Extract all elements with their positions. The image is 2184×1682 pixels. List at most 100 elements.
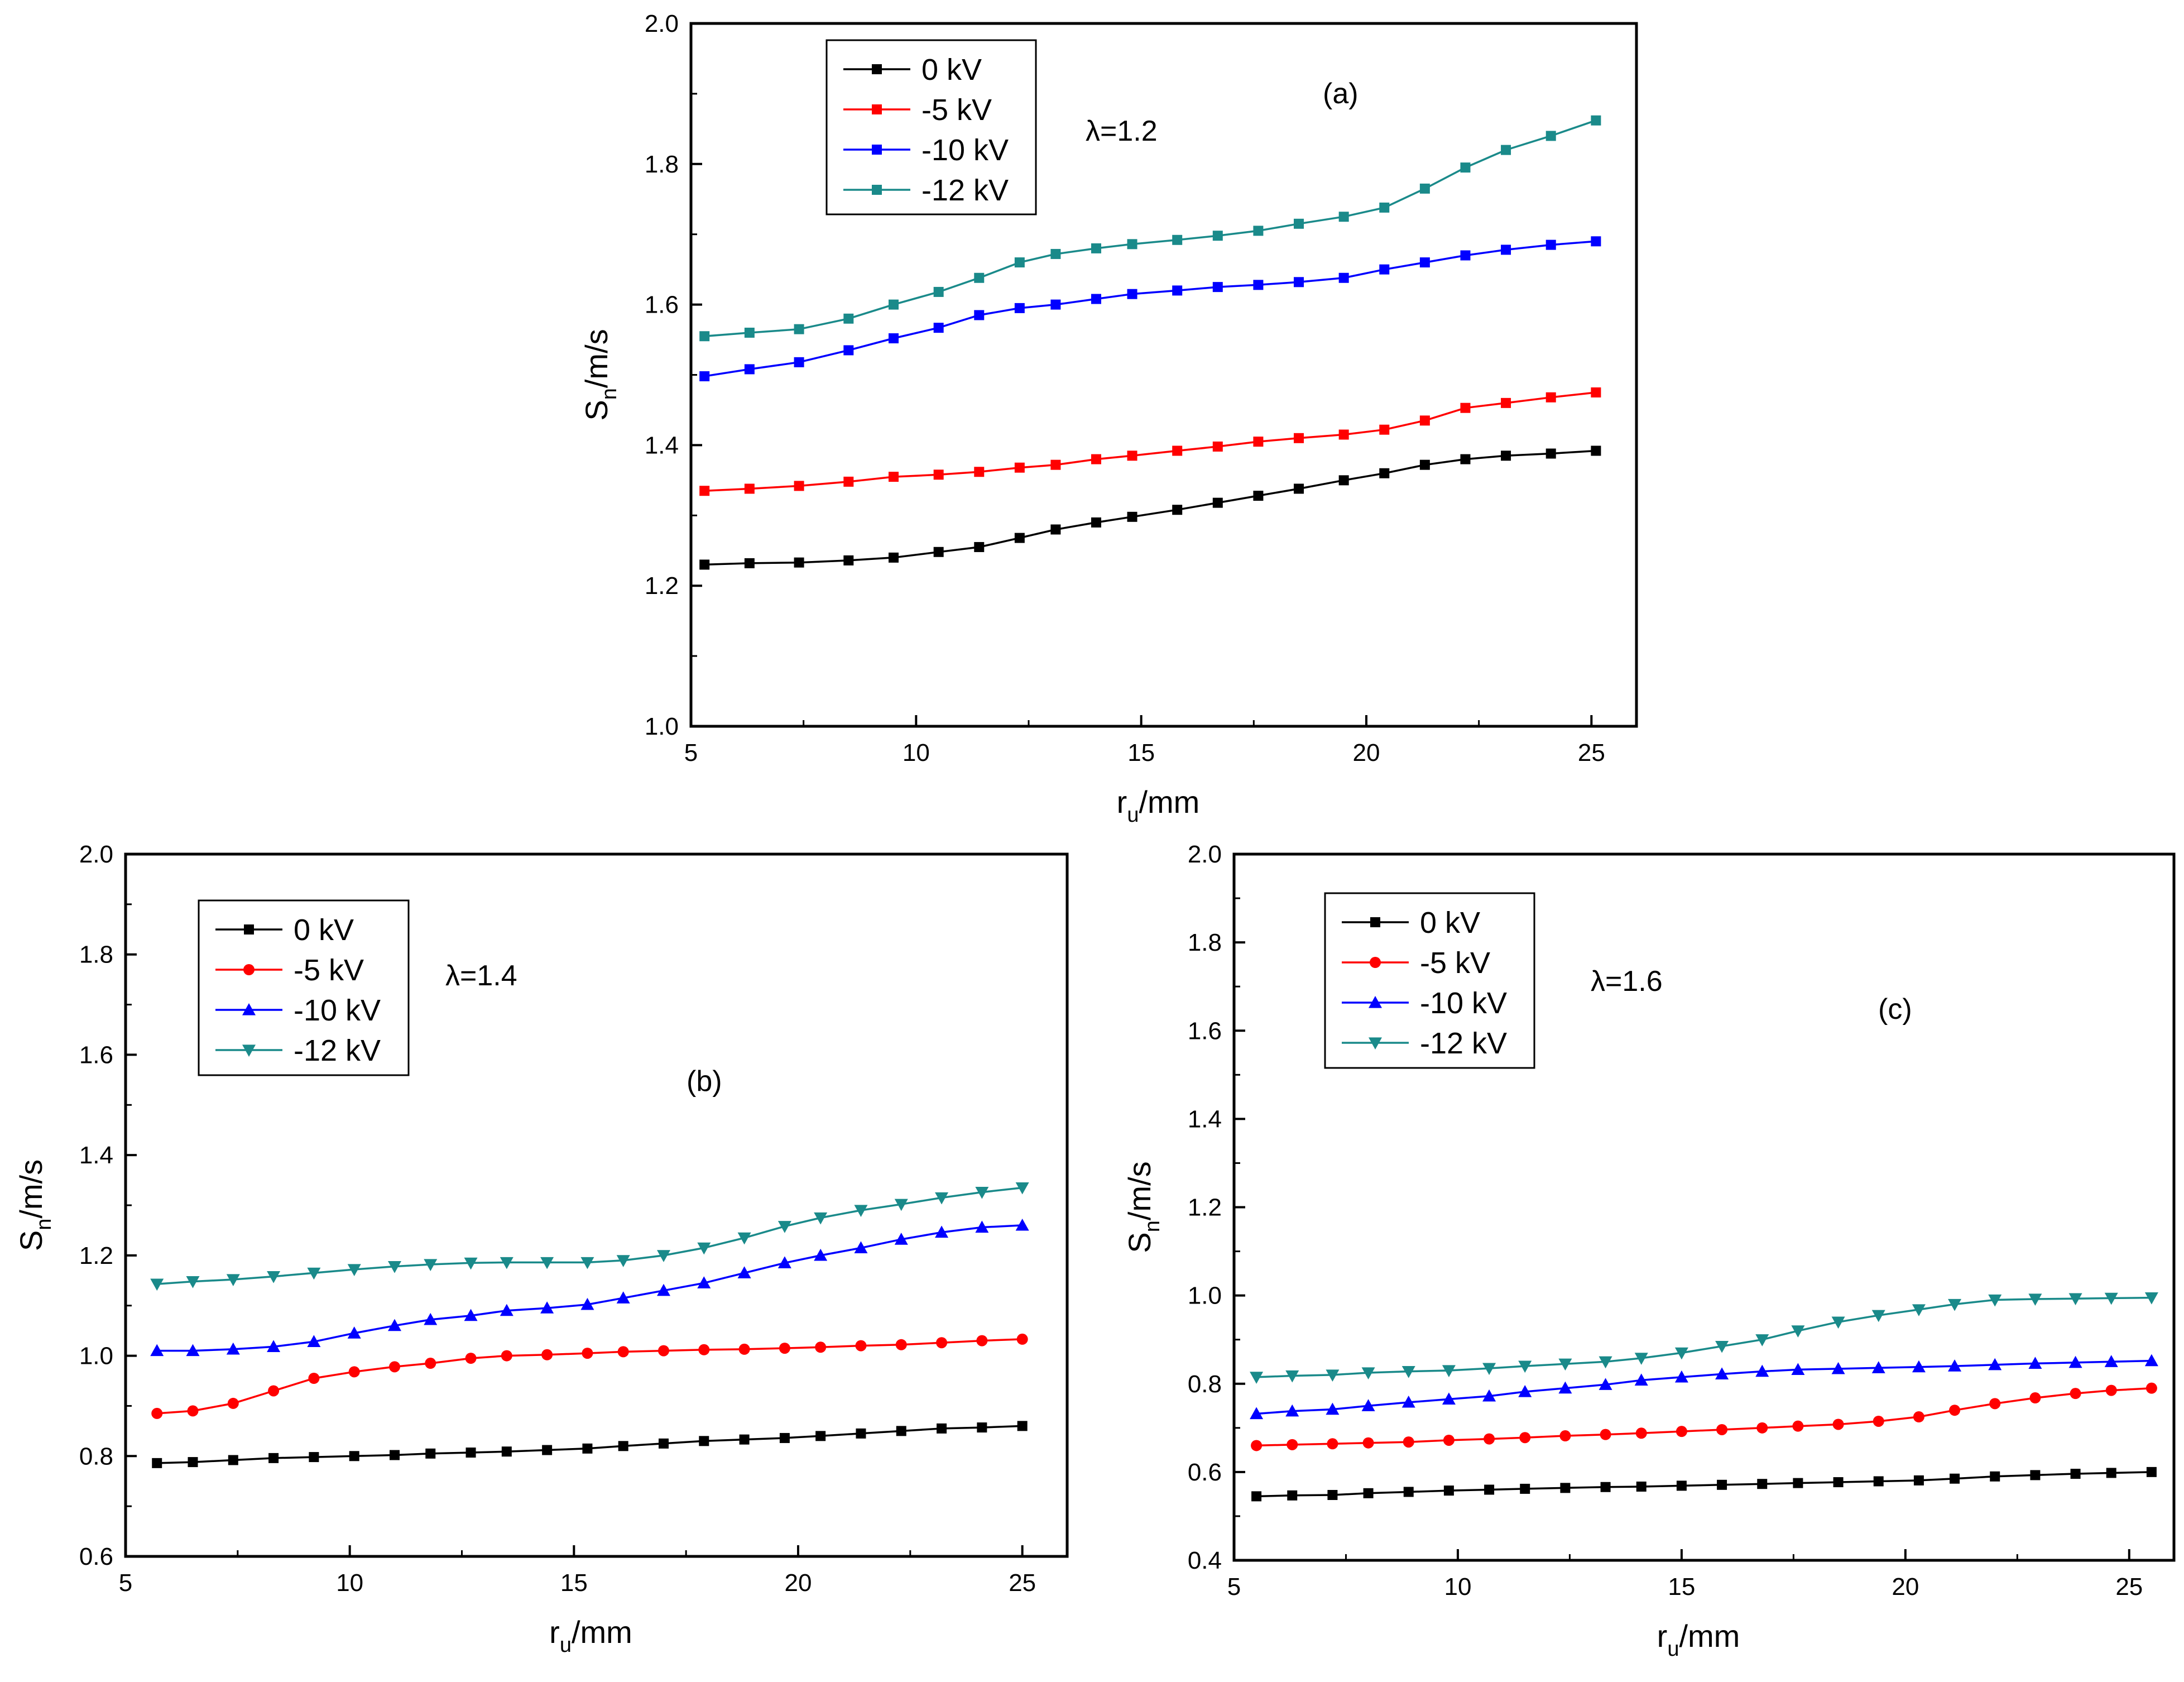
x-tick-label: 5 xyxy=(119,1569,132,1597)
data-point xyxy=(1127,289,1137,299)
legend-label: -5 kV xyxy=(1420,946,1490,980)
data-point xyxy=(1212,441,1223,452)
data-point xyxy=(1016,1333,1028,1345)
data-point xyxy=(1251,1440,1263,1451)
data-point xyxy=(1172,234,1183,245)
data-point xyxy=(2104,1292,2118,1305)
data-point xyxy=(894,1199,908,1211)
data-point xyxy=(1014,462,1025,473)
series-line xyxy=(704,240,1596,377)
data-point xyxy=(1591,236,1601,247)
data-point xyxy=(464,1309,478,1321)
data-point xyxy=(974,310,985,320)
data-point xyxy=(1172,445,1183,456)
legend-marker xyxy=(872,145,882,155)
data-point xyxy=(347,1326,361,1339)
data-point xyxy=(843,313,854,324)
y-tick-label: 1.0 xyxy=(1188,1282,1222,1310)
data-point xyxy=(1634,1353,1648,1365)
y-tick-label: 0.6 xyxy=(1188,1459,1222,1486)
x-axis-unit: /mm xyxy=(1679,1618,1740,1654)
data-point xyxy=(1988,1358,2002,1370)
data-point xyxy=(1419,183,1430,194)
data-point xyxy=(699,559,710,570)
legend-marker xyxy=(872,104,882,114)
data-point xyxy=(186,1276,200,1288)
legend-label: -5 kV xyxy=(921,93,992,127)
x-axis-subscript: u xyxy=(560,1633,572,1657)
data-point xyxy=(1050,459,1061,470)
series-line xyxy=(704,119,1596,338)
legend-label: -12 kV xyxy=(294,1034,381,1067)
y-axis-unit: /m/s xyxy=(579,329,614,388)
data-point xyxy=(1326,1402,1340,1415)
data-point xyxy=(1990,1471,2000,1482)
data-point xyxy=(737,1232,751,1245)
data-point xyxy=(856,1428,866,1439)
data-point xyxy=(1501,145,1511,155)
series-line xyxy=(704,449,1596,566)
data-point xyxy=(1014,303,1025,313)
data-point xyxy=(1591,445,1601,456)
data-point xyxy=(582,1443,593,1454)
data-point xyxy=(1600,1429,1611,1440)
y-tick-label: 1.4 xyxy=(645,432,679,459)
y-tick-label: 1.6 xyxy=(1188,1017,1222,1044)
data-point xyxy=(425,1358,436,1369)
data-point xyxy=(933,323,944,333)
data-point xyxy=(1674,1347,1688,1360)
data-point xyxy=(1560,1483,1571,1493)
data-point xyxy=(1212,231,1223,241)
series-0 xyxy=(699,445,1601,570)
data-point xyxy=(616,1291,630,1304)
data-point xyxy=(1519,1432,1531,1444)
data-point xyxy=(1443,1485,1454,1496)
series-line xyxy=(1256,1387,2152,1447)
data-point xyxy=(1460,250,1471,261)
data-point xyxy=(794,357,804,367)
data-point xyxy=(501,1350,512,1362)
legend-marker xyxy=(1369,1037,1382,1050)
legend-marker xyxy=(872,185,882,195)
data-point xyxy=(699,486,710,496)
series-3 xyxy=(699,115,1601,342)
data-point xyxy=(618,1441,628,1451)
data-point xyxy=(617,1346,629,1358)
data-point xyxy=(889,552,899,563)
data-point xyxy=(1832,1419,1844,1430)
legend-label: -12 kV xyxy=(1420,1027,1507,1060)
data-point xyxy=(697,1242,711,1255)
x-tick-label: 15 xyxy=(1668,1573,1695,1600)
data-point xyxy=(1285,1404,1299,1417)
legend-label: 0 kV xyxy=(294,913,354,947)
y-axis-title: Sn/m/s xyxy=(579,329,621,420)
x-tick-label: 25 xyxy=(1578,739,1605,766)
data-point xyxy=(794,557,804,568)
x-tick-label: 20 xyxy=(785,1569,812,1597)
legend-marker xyxy=(1369,996,1382,1008)
data-point xyxy=(1913,1411,1924,1423)
legend: 0 kV -5 kV -10 kV -12 kV xyxy=(198,899,410,1076)
data-point xyxy=(1871,1361,1885,1373)
data-point xyxy=(268,1385,280,1397)
data-point xyxy=(1950,1473,1960,1484)
legend-marker xyxy=(243,964,255,975)
y-tick-label: 0.8 xyxy=(79,1443,113,1470)
series-line xyxy=(1256,1296,2152,1378)
data-point xyxy=(1014,257,1025,268)
data-point xyxy=(1285,1370,1299,1383)
data-point xyxy=(388,1261,401,1273)
x-axis-unit: /mm xyxy=(572,1614,632,1650)
data-point xyxy=(1501,451,1511,461)
data-point xyxy=(659,1438,669,1449)
data-point xyxy=(2070,1388,2081,1400)
data-point xyxy=(794,481,804,491)
data-point xyxy=(151,1407,163,1419)
data-point xyxy=(896,1426,906,1436)
data-point xyxy=(843,345,854,356)
data-point xyxy=(1518,1360,1532,1373)
y-axis-title: Sn/m/s xyxy=(13,1159,56,1251)
data-point xyxy=(616,1255,630,1267)
data-point xyxy=(1050,524,1061,535)
data-point xyxy=(1912,1360,1926,1373)
